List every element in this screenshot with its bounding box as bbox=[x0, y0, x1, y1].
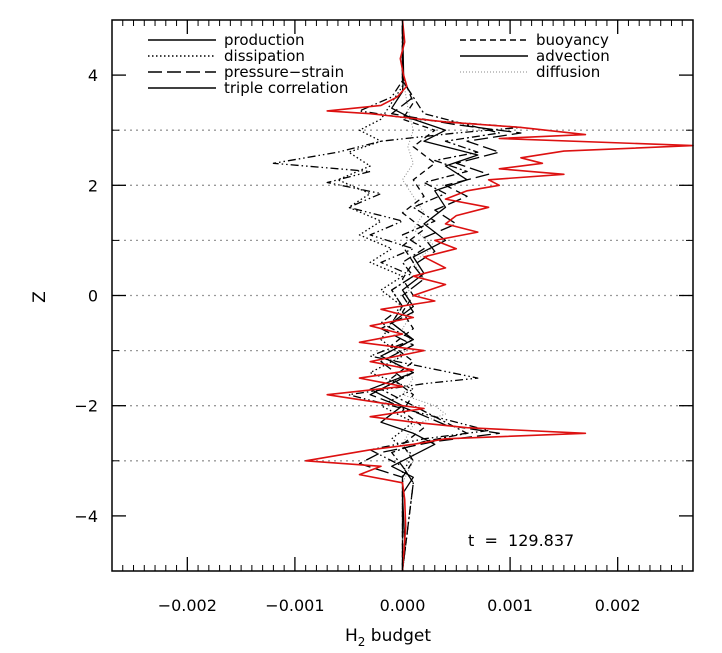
y-tick-label: −4 bbox=[74, 507, 98, 526]
legend-label: production bbox=[224, 31, 305, 49]
x-tick-label: −0.002 bbox=[158, 596, 217, 615]
x-axis-title-rest: budget bbox=[365, 626, 431, 646]
x-tick-label: −0.001 bbox=[265, 596, 324, 615]
legend: productiondissipationpressure−straintrip… bbox=[148, 31, 610, 97]
y-tick-label: −2 bbox=[74, 397, 98, 416]
legend-label: advection bbox=[536, 47, 610, 65]
series-line-dashed bbox=[391, 25, 436, 571]
series-line-dotted bbox=[337, 25, 414, 571]
series-line-red bbox=[304, 19, 694, 572]
series-line-longdash bbox=[358, 25, 522, 571]
x-tick-label: 0.001 bbox=[487, 596, 533, 615]
x-axis-title-subscript: 2 bbox=[358, 635, 366, 649]
legend-label: pressure−strain bbox=[224, 63, 344, 81]
reference-lines bbox=[112, 129, 693, 462]
x-tick-label: 0.000 bbox=[380, 596, 426, 615]
series-line-dashdot bbox=[380, 25, 500, 572]
axes: −0.002 −0.001 0.000 0.001 0.002 −4 −2 0 2 4 bbox=[74, 19, 693, 615]
legend-label: buoyancy bbox=[536, 31, 609, 49]
series-line-dashdotdot bbox=[272, 25, 522, 572]
legend-label: diffusion bbox=[536, 63, 600, 81]
y-tick-label: 4 bbox=[88, 66, 98, 85]
legend-label: dissipation bbox=[224, 47, 305, 65]
time-annotation: t = 129.837 bbox=[468, 531, 574, 550]
x-axis-title-main: H bbox=[345, 626, 358, 646]
x-tick-label: 0.002 bbox=[595, 596, 641, 615]
y-tick-label: 0 bbox=[88, 287, 98, 306]
series-line-fine bbox=[391, 25, 446, 571]
legend-label: triple correlation bbox=[224, 79, 348, 97]
series-line-solid bbox=[369, 19, 479, 572]
x-axis-title: H2 budget bbox=[345, 626, 431, 649]
y-axis-title: Z bbox=[30, 291, 50, 303]
series-layer bbox=[272, 19, 694, 572]
y-tick-label: 2 bbox=[88, 176, 98, 195]
